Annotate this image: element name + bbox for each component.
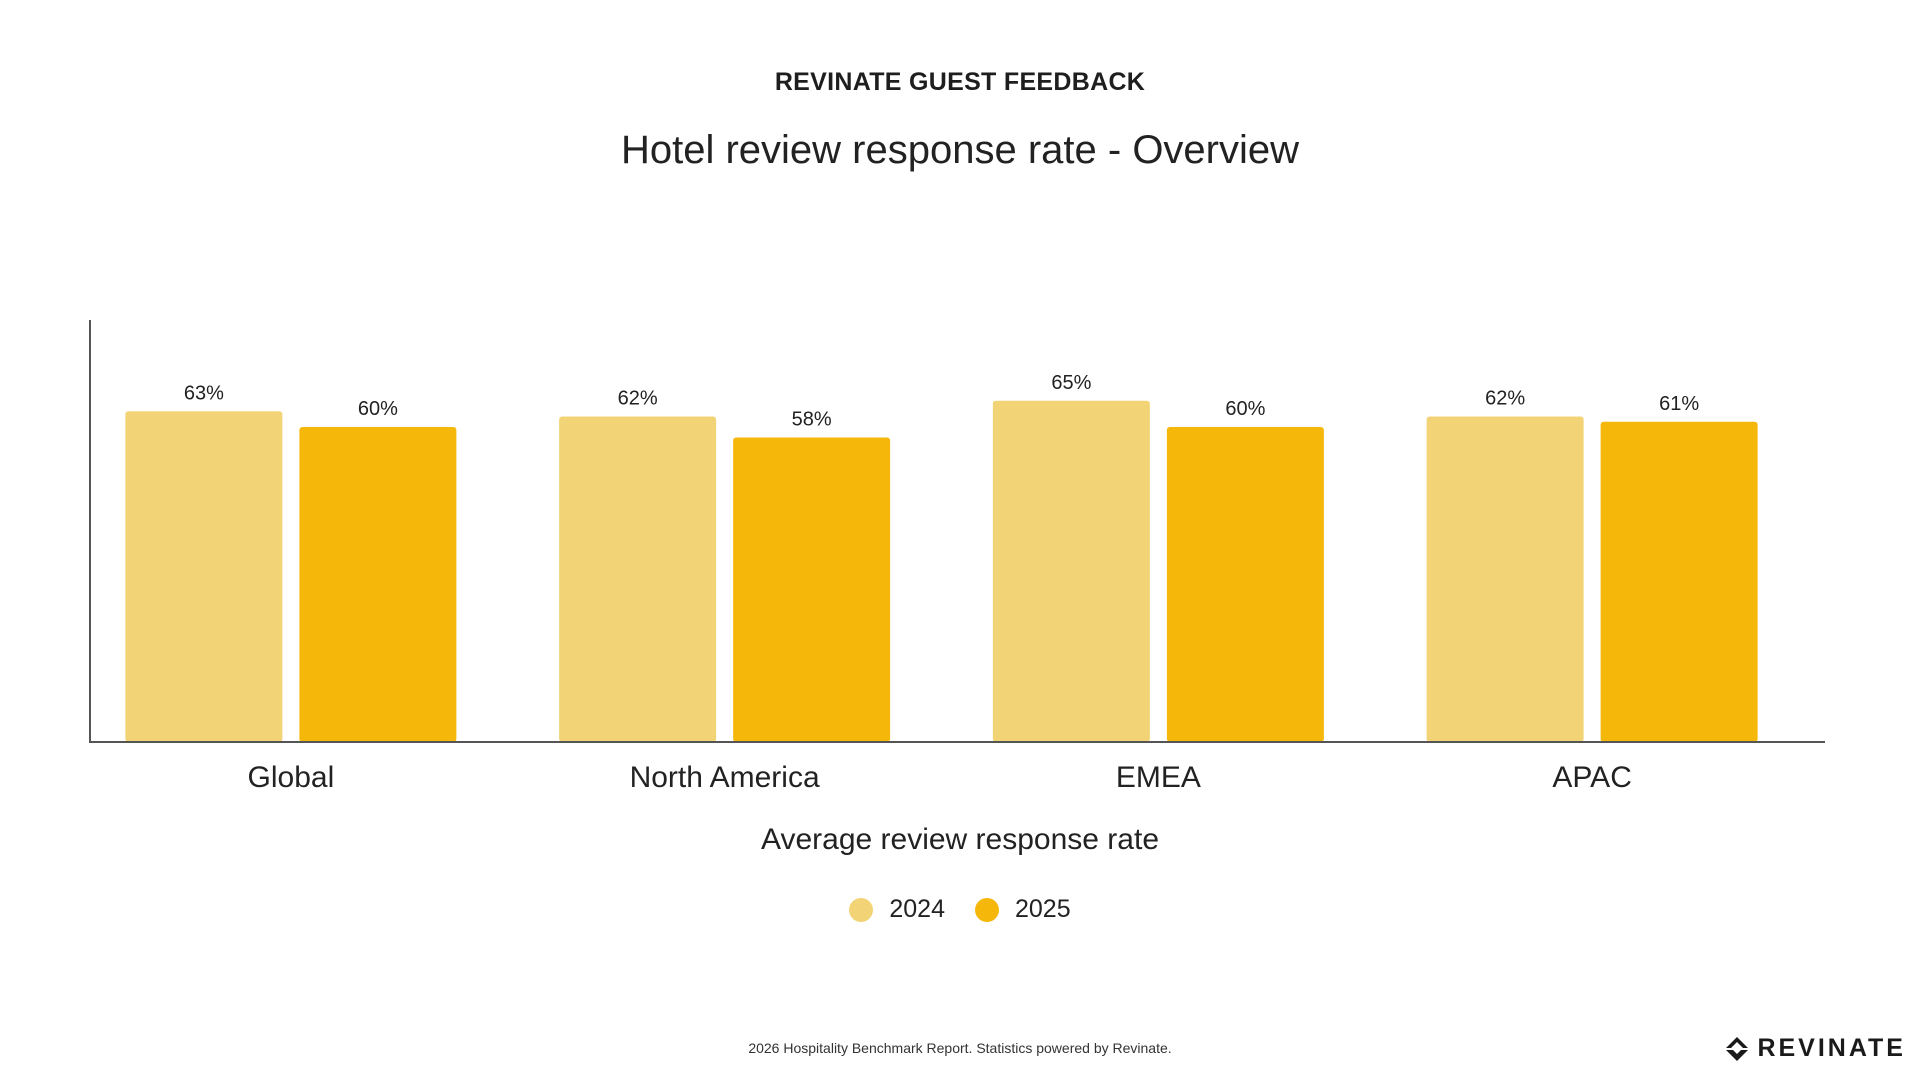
x-axis-title: Average review response rate [761,823,1159,856]
category-labels-layer: Global North America EMEA APAC [248,761,1632,794]
value-labels-layer: 63% 60% 62% 58% 65% 60% 62% 61% [184,372,1699,431]
bar-north-america-2025 [733,437,891,742]
legend-label-2024: 2024 [889,895,945,923]
chart-legend: 2024 2025 [0,895,1920,924]
value-label-apac-2025: 61% [1659,393,1699,415]
footer-credit: 2026 Hospitality Benchmark Report. Stati… [748,1040,1172,1056]
value-label-emea-2024: 65% [1051,372,1091,394]
bar-apac-2025 [1600,421,1758,742]
bar-emea-2025 [1166,427,1324,742]
legend-item-2025: 2025 [975,895,1071,924]
value-label-north-america-2025: 58% [792,409,832,431]
value-label-global-2025: 60% [358,398,398,420]
category-label-global: Global [248,761,335,794]
chart-title: Hotel review response rate - Overview [620,128,1300,172]
legend-item-2024: 2024 [849,895,945,924]
bar-global-2025 [299,427,457,742]
chart-kicker: REVINATE GUEST FEEDBACK [774,68,1146,96]
value-label-apac-2024: 62% [1485,388,1525,410]
revinate-logo-icon [1726,1036,1749,1061]
bars-layer [125,400,1758,742]
category-label-emea: EMEA [1116,761,1201,794]
category-label-apac: APAC [1552,761,1631,794]
value-label-emea-2025: 60% [1225,398,1265,420]
bar-apac-2024 [1426,416,1584,742]
legend-swatch-2025 [975,897,999,922]
value-label-global-2024: 63% [184,382,224,404]
brand-logo: REVINATE [1725,1034,1906,1063]
bar-emea-2024 [992,400,1150,742]
category-label-north-america: North America [630,761,820,794]
legend-label-2025: 2025 [1015,895,1071,923]
bar-chart: 63% 60% 62% 58% 65% 60% 62% 61% Global North Ame… [89,320,1825,856]
bar-global-2024 [125,411,283,742]
brand-name: REVINATE [1757,1034,1906,1062]
value-label-north-america-2024: 62% [618,388,658,410]
bar-north-america-2024 [559,416,717,742]
legend-swatch-2024 [849,897,874,922]
